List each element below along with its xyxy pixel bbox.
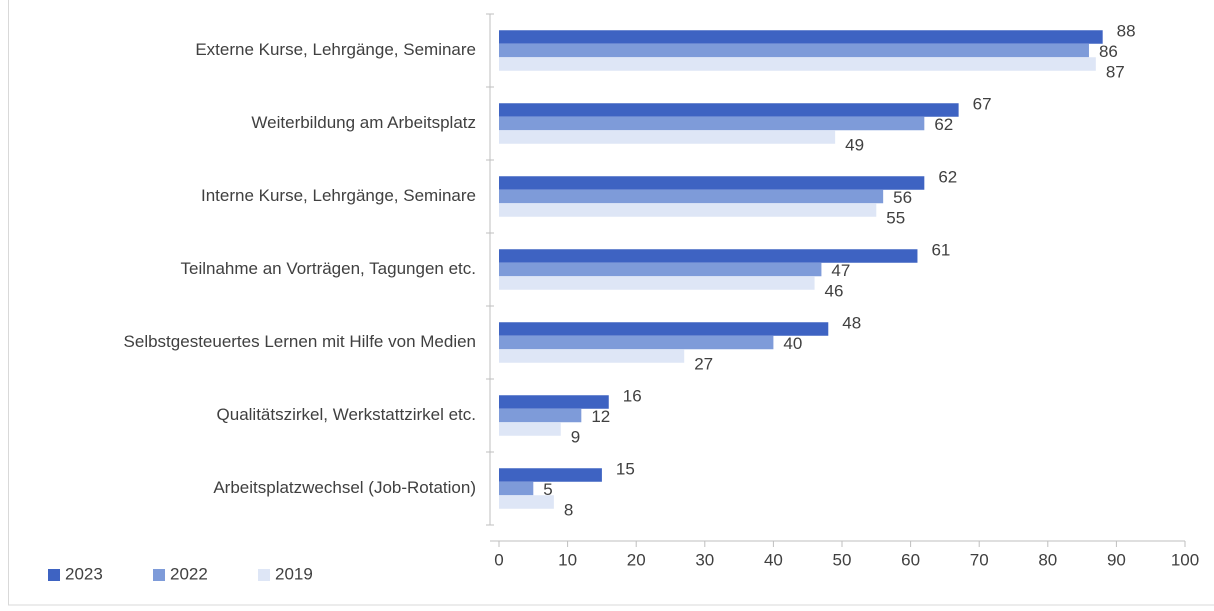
data-label: 56 — [893, 188, 912, 207]
y-tick-label: Externe Kurse, Lehrgänge, Seminare — [195, 40, 476, 59]
data-label: 48 — [842, 313, 861, 332]
x-tick-label: 90 — [1107, 550, 1126, 569]
data-label: 87 — [1106, 62, 1125, 81]
data-label: 8 — [564, 500, 573, 519]
data-label: 88 — [1117, 21, 1136, 40]
chart-frame — [8, 0, 1214, 606]
bar — [499, 335, 774, 350]
x-tick-label: 50 — [833, 550, 852, 569]
data-label: 40 — [783, 334, 802, 353]
legend-swatch — [153, 569, 165, 581]
bar — [499, 30, 1103, 44]
bar — [499, 130, 836, 144]
bar — [499, 422, 561, 436]
data-label: 86 — [1099, 42, 1118, 61]
x-tick-label: 10 — [558, 550, 577, 569]
data-label: 9 — [571, 427, 580, 446]
x-tick-label: 70 — [970, 550, 989, 569]
bar — [499, 276, 815, 290]
bar — [499, 262, 822, 277]
bar — [499, 249, 918, 263]
x-tick-label: 80 — [1038, 550, 1057, 569]
data-label: 15 — [616, 459, 635, 478]
y-tick-label: Selbstgesteuertes Lernen mit Hilfe von M… — [124, 332, 476, 351]
data-label: 55 — [886, 208, 905, 227]
bar — [499, 408, 582, 423]
x-tick-label: 100 — [1171, 550, 1199, 569]
bar — [499, 495, 554, 509]
data-label: 16 — [623, 386, 642, 405]
bar — [499, 57, 1096, 71]
bar — [499, 189, 884, 204]
y-tick-label: Interne Kurse, Lehrgänge, Seminare — [201, 186, 476, 205]
bar — [499, 203, 877, 217]
data-label: 5 — [543, 480, 552, 499]
x-tick-label: 60 — [901, 550, 920, 569]
bar — [499, 481, 534, 496]
data-label: 27 — [694, 354, 713, 373]
data-label: 61 — [931, 240, 950, 259]
data-label: 49 — [845, 135, 864, 154]
legend-swatch — [258, 569, 270, 581]
y-tick-label: Weiterbildung am Arbeitsplatz — [251, 113, 476, 132]
data-label: 12 — [591, 407, 610, 426]
x-tick-label: 30 — [695, 550, 714, 569]
data-label: 67 — [973, 94, 992, 113]
bar — [499, 116, 925, 131]
legend-swatch — [48, 569, 60, 581]
bar — [499, 468, 602, 482]
bar — [499, 103, 959, 117]
data-label: 47 — [831, 261, 850, 280]
x-tick-label: 0 — [494, 550, 503, 569]
data-label: 46 — [825, 281, 844, 300]
legend-label: 2019 — [275, 564, 313, 583]
x-tick-label: 40 — [764, 550, 783, 569]
bar — [499, 176, 925, 190]
legend-label: 2022 — [170, 564, 208, 583]
y-tick-label: Arbeitsplatzwechsel (Job-Rotation) — [213, 478, 476, 497]
bar — [499, 349, 685, 363]
y-tick-label: Qualitätszirkel, Werkstattzirkel etc. — [217, 405, 476, 424]
bar — [499, 322, 829, 336]
bar — [499, 395, 609, 409]
data-label: 62 — [934, 115, 953, 134]
y-tick-label: Teilnahme an Vorträgen, Tagungen etc. — [180, 259, 476, 278]
bar — [499, 43, 1089, 58]
x-tick-label: 20 — [627, 550, 646, 569]
data-label: 62 — [938, 167, 957, 186]
legend-label: 2023 — [65, 564, 103, 583]
